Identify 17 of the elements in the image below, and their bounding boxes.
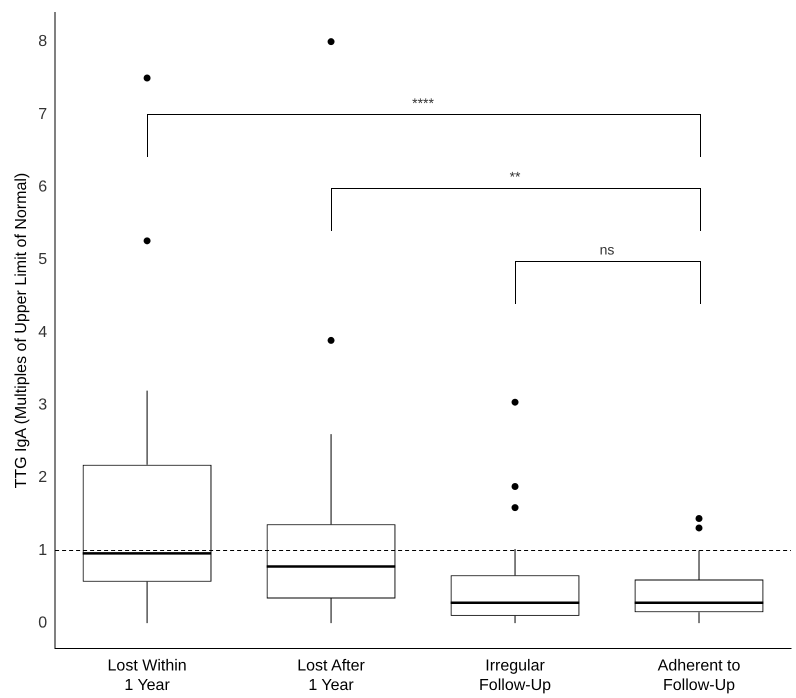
y-tick-label: 5 bbox=[38, 251, 48, 268]
annotation: ** bbox=[510, 168, 522, 184]
x-tick-label: Irregular Follow-Up bbox=[479, 658, 552, 694]
x-tick-label: Lost After 1 Year bbox=[297, 658, 366, 694]
y-tick-label: 8 bbox=[38, 33, 48, 50]
x-tick-label: Adherent to Follow-Up bbox=[658, 658, 740, 694]
y-tick-label: 2 bbox=[38, 469, 48, 486]
y-tick-label: 0 bbox=[38, 614, 48, 632]
x-tick-label: Lost Within 1 Year bbox=[108, 658, 187, 694]
annotation: ns bbox=[600, 242, 614, 258]
y-tick-label: 7 bbox=[38, 106, 48, 123]
y-tick-label: 4 bbox=[38, 324, 48, 341]
y-tick-label: 3 bbox=[38, 396, 48, 414]
y-tick-label: 6 bbox=[38, 178, 48, 196]
y-tick-label: 1 bbox=[38, 542, 48, 559]
annotation: **** bbox=[412, 95, 434, 112]
y-axis-title: TTG IgA (Multiples of Upper Limit of Normal) bbox=[13, 172, 30, 488]
